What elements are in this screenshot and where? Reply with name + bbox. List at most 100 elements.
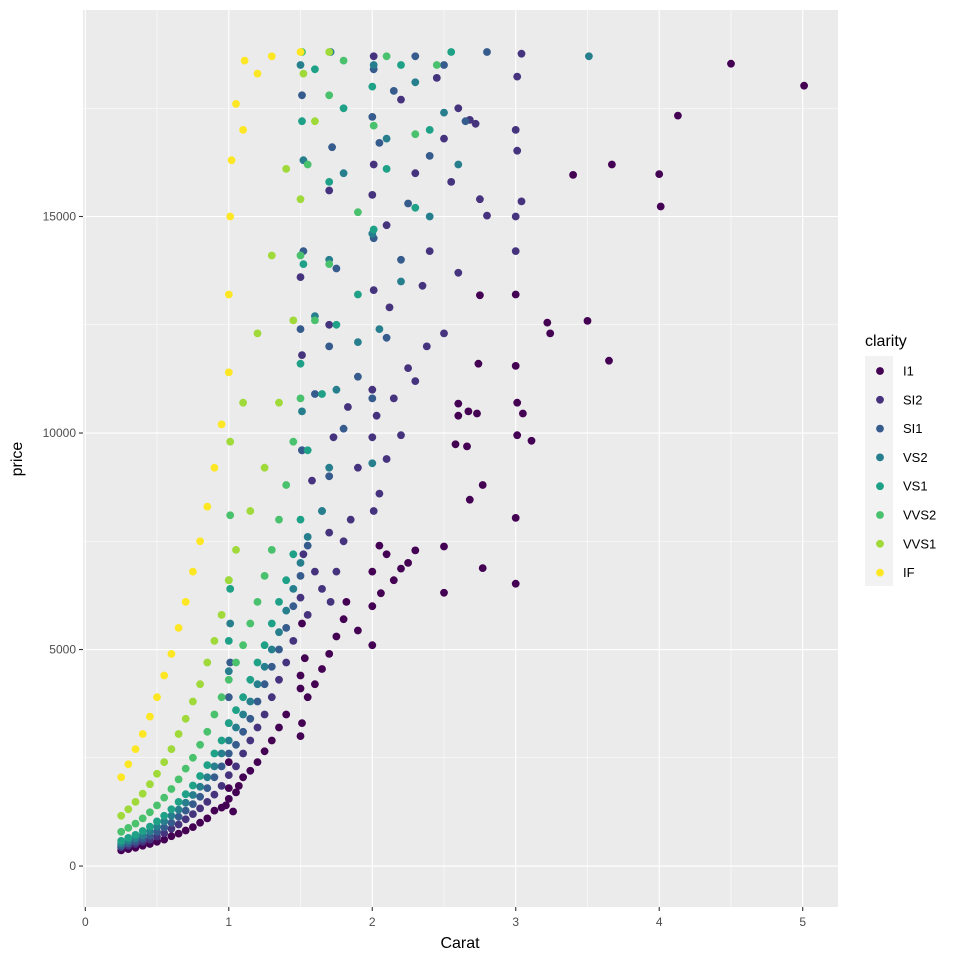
data-point xyxy=(325,260,334,268)
data-point xyxy=(117,837,126,845)
data-point xyxy=(546,329,555,338)
data-point xyxy=(425,152,434,160)
legend-label-si2: SI2 xyxy=(903,392,923,407)
data-point xyxy=(298,407,306,416)
data-point xyxy=(325,463,334,472)
x-axis-title: Carat xyxy=(440,935,480,952)
data-point xyxy=(296,251,305,260)
data-point xyxy=(160,823,169,832)
data-point xyxy=(605,356,613,365)
data-point xyxy=(425,212,434,221)
data-point xyxy=(447,48,456,56)
data-point xyxy=(354,208,362,217)
data-point xyxy=(260,641,269,650)
data-point xyxy=(382,165,391,173)
data-point xyxy=(318,585,326,593)
data-point xyxy=(368,394,377,403)
data-point xyxy=(296,515,305,524)
data-point xyxy=(217,749,226,758)
data-point xyxy=(160,817,169,826)
data-point xyxy=(240,56,249,65)
data-point xyxy=(354,626,362,635)
data-point xyxy=(440,542,448,551)
data-point xyxy=(511,514,520,522)
data-point xyxy=(432,61,441,69)
data-point xyxy=(226,619,235,628)
data-point xyxy=(296,684,305,693)
data-point xyxy=(461,117,470,126)
legend-items: I1 SI2 SI1 VS2 VS1 VVS2 VVS1 IF xyxy=(876,364,936,580)
data-point xyxy=(397,61,405,69)
legend-key-vs2 xyxy=(876,453,884,462)
data-point xyxy=(344,403,352,411)
data-point xyxy=(325,528,334,537)
data-point xyxy=(454,104,463,113)
data-point xyxy=(425,125,434,134)
data-point xyxy=(167,832,176,841)
data-point xyxy=(167,650,176,658)
data-point xyxy=(385,303,394,312)
data-point xyxy=(267,693,276,702)
data-point xyxy=(454,411,463,420)
data-point xyxy=(513,398,522,407)
data-point xyxy=(326,598,335,606)
data-point xyxy=(422,342,431,351)
data-point xyxy=(655,170,664,179)
data-point xyxy=(517,49,526,58)
legend-label-vvs2: VVS2 xyxy=(903,508,936,523)
legend-title: clarity xyxy=(865,333,907,350)
data-point xyxy=(511,290,520,299)
data-point xyxy=(389,394,398,403)
data-point xyxy=(232,788,240,797)
data-point xyxy=(308,476,316,485)
data-point xyxy=(296,48,305,56)
data-point xyxy=(246,714,255,723)
data-point xyxy=(239,398,248,407)
data-point xyxy=(397,95,405,104)
series-vvs2 xyxy=(117,48,441,836)
data-point xyxy=(196,772,205,780)
data-point xyxy=(275,675,283,684)
data-point xyxy=(404,559,412,567)
data-point xyxy=(311,390,319,398)
data-point xyxy=(375,541,384,550)
data-point xyxy=(203,798,212,806)
data-point xyxy=(303,160,312,169)
data-point xyxy=(298,117,306,126)
data-point xyxy=(296,559,305,567)
data-point xyxy=(224,749,233,758)
legend-label-if: IF xyxy=(903,565,915,580)
legend-key-vvs2 xyxy=(876,511,884,519)
data-point xyxy=(727,59,735,68)
data-point xyxy=(511,125,520,134)
data-point xyxy=(354,290,362,299)
data-point xyxy=(174,812,183,821)
data-point xyxy=(311,117,319,126)
data-point xyxy=(471,119,480,128)
data-point xyxy=(375,489,384,498)
data-point xyxy=(296,359,305,368)
data-point xyxy=(253,680,262,689)
data-point xyxy=(318,665,326,673)
data-point xyxy=(369,160,378,169)
data-point xyxy=(253,723,262,732)
data-point xyxy=(275,723,283,732)
data-point xyxy=(300,654,309,663)
data-point xyxy=(224,758,233,766)
data-point xyxy=(232,658,240,667)
data-point xyxy=(260,662,269,671)
data-point xyxy=(153,693,161,702)
data-point xyxy=(181,714,190,723)
data-point xyxy=(372,411,381,420)
data-point xyxy=(275,515,283,524)
data-point xyxy=(196,818,205,827)
data-point xyxy=(299,69,308,78)
data-point xyxy=(189,791,197,799)
data-point xyxy=(432,74,441,82)
data-point xyxy=(224,675,233,684)
data-point xyxy=(160,793,169,802)
data-point xyxy=(296,593,305,602)
data-point xyxy=(181,806,190,815)
data-point xyxy=(160,829,169,837)
